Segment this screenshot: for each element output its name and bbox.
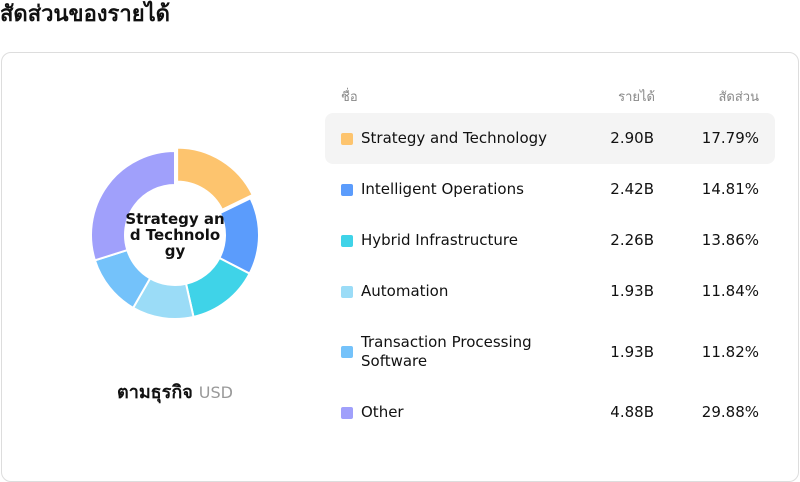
revenue: 1.93B [610, 342, 654, 361]
share: 11.82% [701, 342, 759, 361]
caption-text: ตามธุรกิจ [117, 382, 193, 403]
table-row[interactable]: Strategy and Technology 2.90B 17.79% [325, 113, 775, 164]
share: 14.81% [701, 180, 759, 198]
category-name: Automation [361, 282, 449, 300]
revenue: 1.93B [610, 282, 654, 300]
legend-swatch [341, 346, 353, 358]
table-row[interactable]: Automation 1.93B 11.84% [325, 266, 775, 317]
table-header: ชื่อ รายได้ สัดส่วน [341, 86, 760, 105]
donut-slice[interactable] [90, 149, 176, 262]
legend-swatch [341, 132, 353, 145]
revenue: 2.26B [610, 231, 654, 249]
table: Strategy and Technology 2.90B 17.79% Intell… [325, 113, 775, 438]
category-name: Hybrid Infrastructure [361, 231, 518, 249]
legend-swatch [341, 285, 353, 298]
table-row[interactable]: Hybrid Infrastructure 2.26B 13.86% [325, 215, 775, 266]
column-header: ชื่อ [341, 90, 358, 105]
legend-swatch [341, 406, 353, 419]
share: 29.88% [701, 403, 759, 421]
center-label: Strategy and Technology [125, 210, 225, 260]
category-name: Intelligent Operations [361, 180, 524, 198]
category-name: Strategy and Technology [361, 129, 548, 147]
table-row[interactable]: Transaction Processing Software 1.93B 11.8… [325, 317, 775, 387]
category-name: Other [361, 403, 404, 421]
donut-slice[interactable] [176, 146, 254, 212]
legend-swatch [341, 183, 353, 196]
table-row[interactable]: Intelligent Operations 2.42B 14.81% [325, 164, 775, 215]
unit: USD [198, 383, 233, 402]
legend-swatch [341, 234, 353, 247]
column-header: รายได้ [618, 90, 655, 105]
share: 13.86% [701, 231, 759, 249]
revenue: 4.88B [610, 403, 654, 421]
revenue: 2.42B [610, 180, 654, 198]
revenue: 2.90B [610, 129, 654, 147]
caption: ตามธุรกิจ USD [0, 377, 350, 406]
share: 11.84% [701, 282, 759, 300]
category-name: Transaction Processing Software [361, 333, 532, 370]
title: สัดส่วนของรายได้ [0, 2, 170, 27]
share: 17.79% [701, 129, 759, 147]
column-header: สัดส่วน [718, 90, 760, 105]
table-row[interactable]: Other 4.88B 29.88% [325, 387, 775, 438]
